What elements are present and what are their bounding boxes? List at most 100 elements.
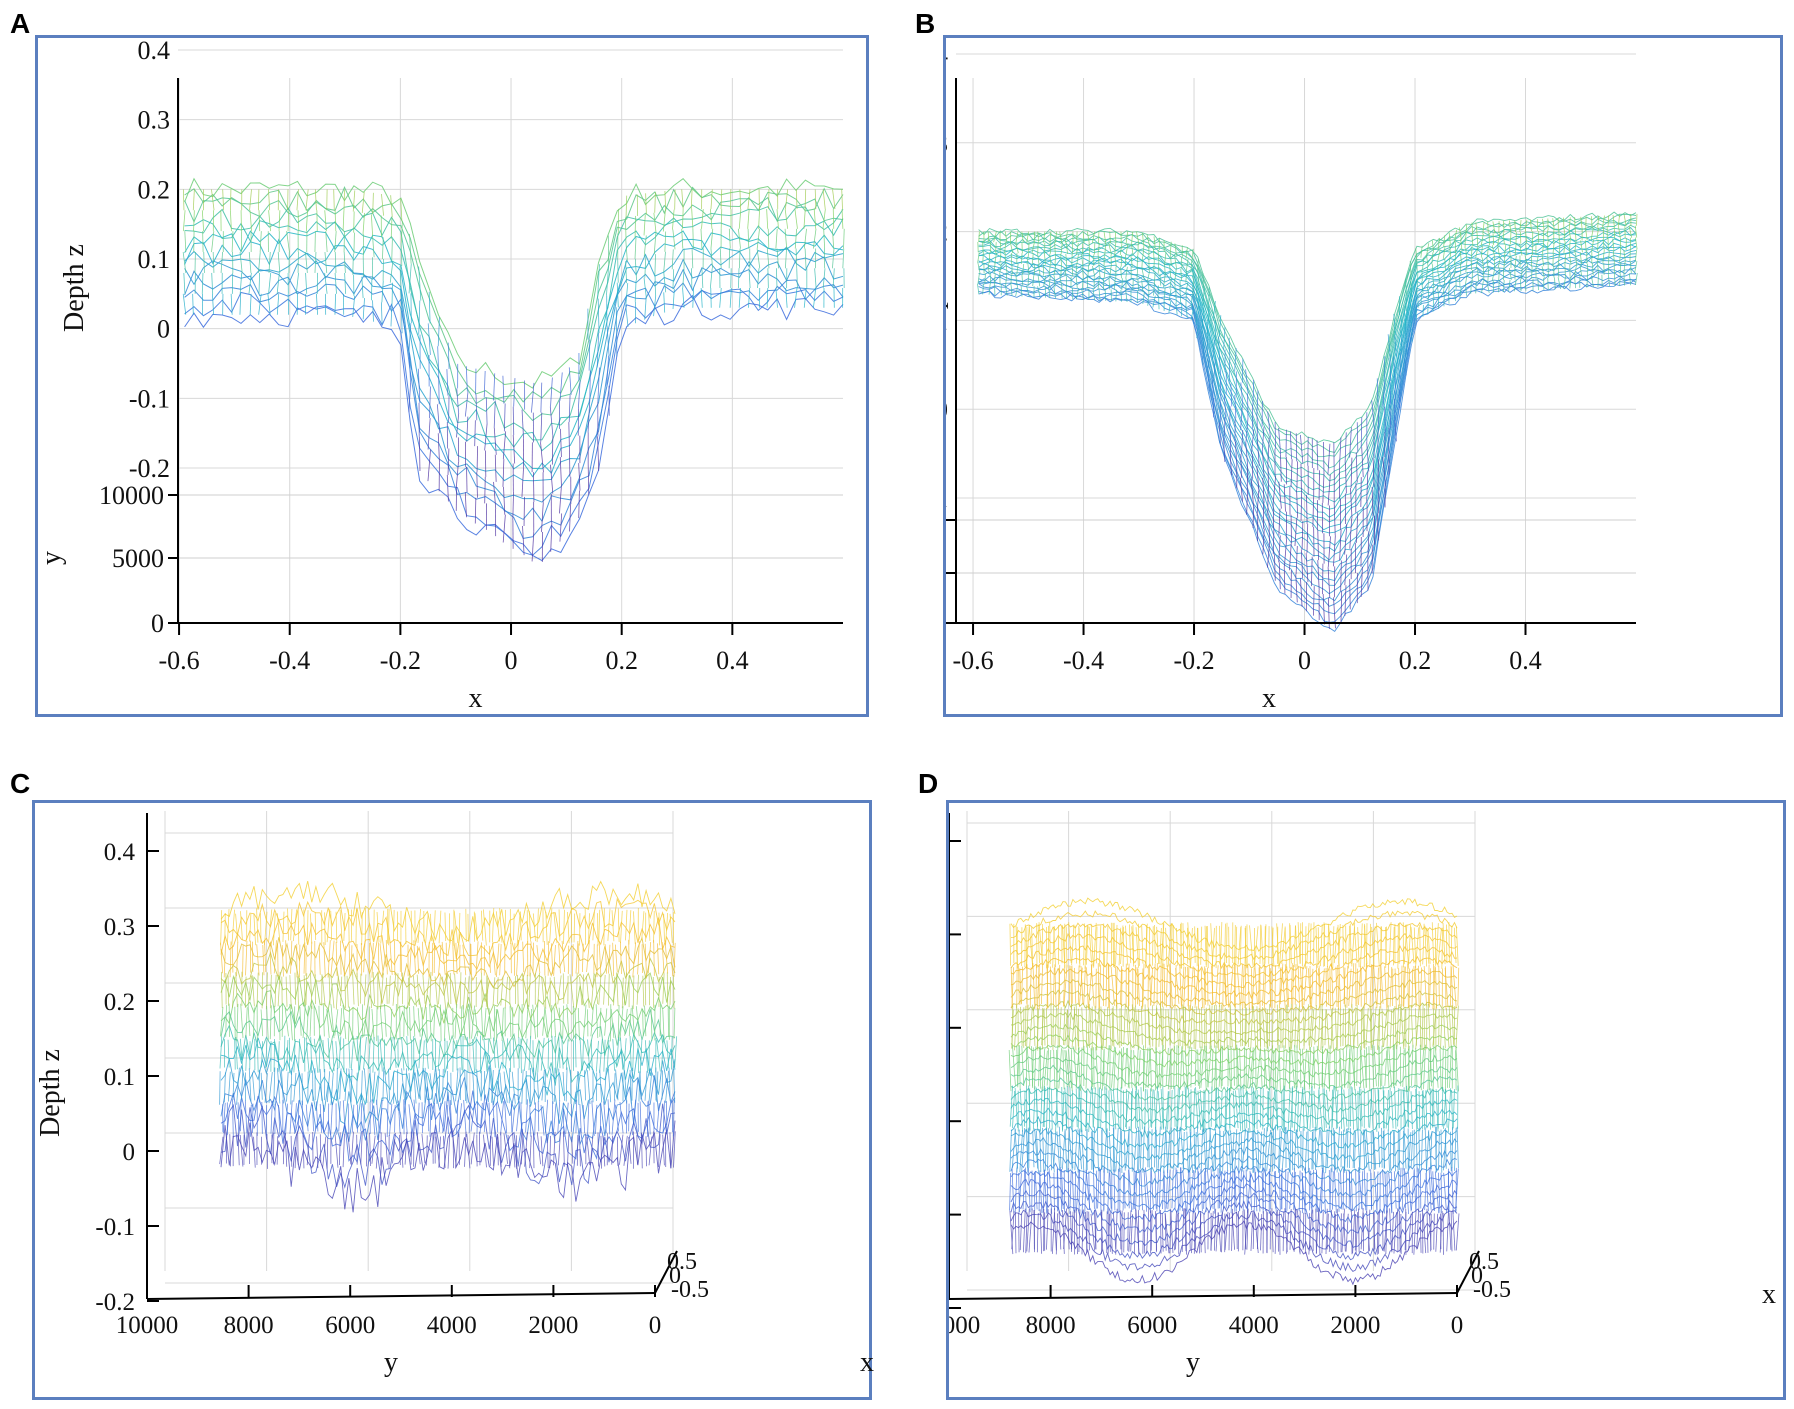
mesh-strand [1563, 241, 1566, 254]
mesh-strand [348, 1068, 352, 1103]
mesh-strand [1366, 441, 1370, 472]
mesh-strand [1295, 574, 1298, 603]
mesh-strand [1075, 276, 1078, 289]
mesh-strand [492, 907, 495, 943]
mesh-strand [310, 1036, 313, 1073]
mesh-strand [1267, 1046, 1271, 1087]
mesh-strand [1130, 1214, 1133, 1252]
mesh-strand [1140, 1170, 1143, 1211]
mesh-strand [977, 252, 980, 263]
mesh-strand [1193, 968, 1196, 1005]
mesh-strand [1070, 965, 1072, 1010]
mesh-strand [565, 1039, 569, 1070]
mesh-strand [843, 228, 845, 249]
mesh-strand [595, 1104, 598, 1135]
mesh-strand [1174, 1167, 1177, 1209]
mesh-strand [1402, 966, 1405, 1007]
mesh-strand [994, 252, 997, 264]
mesh-strand [737, 228, 741, 249]
mesh-strand [245, 940, 248, 976]
mesh-strand [1334, 1130, 1336, 1171]
mesh-strand [1203, 966, 1206, 1009]
mesh-strand [1092, 1088, 1094, 1128]
mesh-strand [570, 910, 573, 943]
mesh-strand [1051, 1088, 1053, 1130]
mesh-strand [1242, 964, 1245, 1010]
mesh-strand [1349, 427, 1352, 458]
mesh-strand [1208, 286, 1210, 305]
mesh-strand [1407, 1171, 1412, 1212]
mesh-strand [1184, 1086, 1188, 1131]
mesh-strand [1437, 237, 1440, 250]
mesh-strand [1393, 1212, 1397, 1254]
mesh-strand [268, 210, 271, 232]
mesh-strand [1247, 1007, 1250, 1048]
x-tick-label: 0.2 [1399, 646, 1432, 675]
z-tick-label: 0.2 [104, 989, 135, 1016]
mesh-strand [612, 942, 615, 976]
mesh-strand [1333, 927, 1338, 964]
mesh-strand [390, 304, 393, 327]
mesh-strand [1402, 1049, 1405, 1087]
mesh-strand [1036, 1008, 1040, 1049]
mesh-strand [1108, 1009, 1112, 1049]
mesh-strand [1110, 1088, 1115, 1127]
mesh-strand [446, 369, 449, 396]
z-tick-label: 0.4 [104, 839, 136, 866]
mesh-strand [372, 971, 375, 1004]
mesh-strand [1411, 968, 1414, 1008]
mesh-strand [1260, 925, 1264, 967]
mesh-strand [558, 1036, 561, 1069]
mesh-line [184, 238, 844, 478]
mesh-strand [1165, 927, 1168, 967]
mesh-strand [403, 1005, 405, 1037]
mesh-strand [1390, 1091, 1394, 1129]
mesh-strand [1318, 965, 1322, 1005]
mesh-strand [1058, 1126, 1062, 1169]
mesh-strand [619, 1006, 624, 1042]
mesh-strand [1433, 1213, 1435, 1250]
mesh-strand [611, 1135, 614, 1165]
mesh-line [220, 1120, 676, 1213]
mesh-strand [1009, 1173, 1011, 1211]
mesh-strand [1163, 287, 1166, 300]
mesh-strand [1222, 1170, 1226, 1209]
mesh-strand [1291, 1049, 1295, 1089]
mesh-strand [1175, 968, 1180, 1004]
mesh-strand [1130, 243, 1134, 256]
mesh-strand [1276, 923, 1280, 969]
mesh-strand [1049, 1050, 1052, 1090]
mesh-strand [669, 977, 671, 1005]
mesh-strand [1245, 1007, 1247, 1046]
mesh-strand [1241, 358, 1244, 383]
mesh-strand [1301, 520, 1304, 550]
mesh-strand [1048, 264, 1051, 276]
mesh-strand [1298, 1089, 1304, 1132]
mesh-strand [1328, 1209, 1333, 1252]
mesh-strand [1069, 1171, 1072, 1214]
mesh-strand [1165, 1047, 1169, 1086]
mesh-strand [297, 1131, 299, 1165]
mesh-strand [1284, 964, 1288, 1006]
mesh-line [220, 972, 676, 1024]
mesh-strand [1360, 1049, 1365, 1089]
mesh-strand [648, 1100, 651, 1135]
mesh-strand [1174, 255, 1177, 268]
mesh-strand [1384, 1171, 1387, 1214]
mesh-strand [1251, 1130, 1254, 1173]
mesh-strand [574, 1071, 579, 1105]
mesh-line [1010, 989, 1458, 1026]
mesh-strand [499, 944, 502, 976]
mesh-strand [1344, 432, 1347, 463]
mesh-strand [1146, 234, 1151, 247]
mesh-strand [1064, 231, 1068, 243]
mesh-strand [1327, 966, 1330, 1006]
mesh-strand [795, 189, 798, 210]
mesh-strand [1444, 967, 1449, 1008]
mesh-strand [239, 251, 243, 273]
mesh-strand [1176, 1169, 1180, 1214]
mesh-strand [492, 942, 496, 976]
mesh-strand [491, 1069, 494, 1103]
mesh-strand [1235, 926, 1238, 965]
mesh-strand [276, 293, 280, 315]
